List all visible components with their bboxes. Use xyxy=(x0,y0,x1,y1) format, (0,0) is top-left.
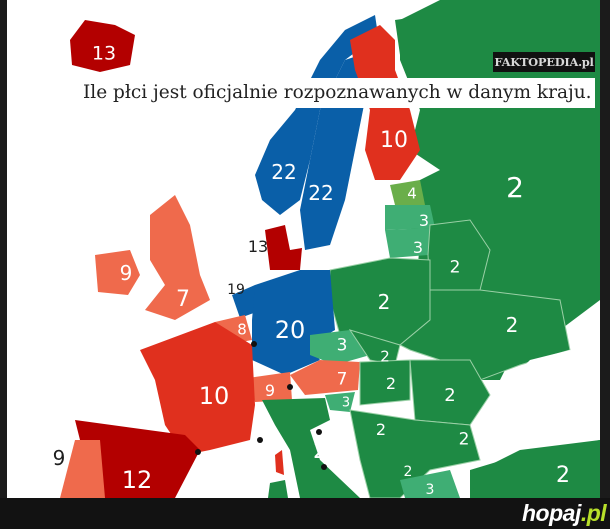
label-sweden: 22 xyxy=(308,181,334,205)
label-norway: 22 xyxy=(271,160,297,184)
region-russia xyxy=(400,0,600,498)
label-netherlands: 19 xyxy=(227,282,245,298)
label-turkey: 2 xyxy=(556,463,570,488)
left-border xyxy=(0,0,7,498)
label-lithuania: 3 xyxy=(412,238,424,257)
europe-map xyxy=(60,0,600,498)
label-greece: 3 xyxy=(425,482,435,498)
faktopedia-badge: FAKTOPEDIA.pl xyxy=(493,52,595,72)
label-switzerland: 9 xyxy=(264,381,276,400)
region-estonia xyxy=(390,180,425,205)
region-turkey xyxy=(470,440,600,498)
region-ireland xyxy=(95,250,140,295)
label-slovenia: 3 xyxy=(341,395,351,411)
label-hungary: 2 xyxy=(385,374,397,393)
luxembourg-dot xyxy=(251,341,257,347)
region-iceland xyxy=(70,20,135,72)
black-sea xyxy=(495,350,600,440)
label-poland: 2 xyxy=(377,290,391,314)
brand-tld: .pl xyxy=(580,500,607,526)
label-romania: 2 xyxy=(444,385,456,406)
label-belarus: 2 xyxy=(449,257,461,278)
label-estonia: 4 xyxy=(407,184,417,203)
label-bulgaria: 2 xyxy=(458,429,470,450)
san-marino-dot xyxy=(316,429,322,435)
region-germany xyxy=(252,270,335,375)
map-title: Ile płci jest oficjalnie rozpoznawanych … xyxy=(75,78,595,108)
label-ireland: 9 xyxy=(119,261,133,285)
region-hungary xyxy=(359,359,411,406)
region-lithuania xyxy=(385,228,430,258)
region-czech xyxy=(310,330,370,365)
label-uk: 7 xyxy=(176,287,190,312)
region-italy xyxy=(262,398,360,498)
region-norway xyxy=(255,15,378,215)
label-slovakia: 2 xyxy=(380,347,390,366)
label-iceland: 13 xyxy=(91,42,117,65)
region-switzerland xyxy=(248,372,292,402)
label-spain: 12 xyxy=(121,466,153,494)
region-uk xyxy=(145,195,210,320)
region-denmark xyxy=(265,225,302,270)
label-france: 10 xyxy=(198,382,230,410)
label-germany: 20 xyxy=(274,316,306,344)
region-balkans xyxy=(349,409,481,498)
label-portugal: 9 xyxy=(52,446,66,470)
region-romania xyxy=(409,359,491,426)
hopaj-logo[interactable]: hopaj.pl xyxy=(522,500,607,527)
label-russia: 2 xyxy=(506,171,524,204)
label-latvia: 3 xyxy=(418,211,430,230)
label-bosnia: 2 xyxy=(375,420,387,439)
label-denmark: 13 xyxy=(247,237,269,256)
region-sardinia xyxy=(268,480,288,498)
label-belgium: 8 xyxy=(237,320,247,339)
monaco-dot xyxy=(257,437,263,443)
region-slovenia xyxy=(325,392,355,412)
footer-bar xyxy=(0,498,610,529)
brand-name: hopaj xyxy=(522,500,581,526)
label-montenegro: 2 xyxy=(403,464,413,480)
region-corsica xyxy=(275,450,284,475)
region-latvia xyxy=(385,205,435,230)
vatican-dot xyxy=(321,464,327,470)
andorra-dot xyxy=(195,449,201,455)
region-greece xyxy=(400,470,460,498)
region-austria xyxy=(290,360,360,395)
label-czech: 3 xyxy=(336,335,348,356)
region-portugal xyxy=(60,440,105,498)
map-frame: 13 22 22 10 2 4 3 3 2 13 9 7 19 8 20 2 2… xyxy=(7,0,600,498)
label-finland: 10 xyxy=(380,128,408,153)
label-ukraine: 2 xyxy=(505,313,519,337)
region-france xyxy=(140,322,255,455)
label-italy: 2 xyxy=(313,439,327,464)
label-austria: 7 xyxy=(336,369,348,390)
liechtenstein-dot xyxy=(287,384,293,390)
right-border xyxy=(600,0,610,498)
